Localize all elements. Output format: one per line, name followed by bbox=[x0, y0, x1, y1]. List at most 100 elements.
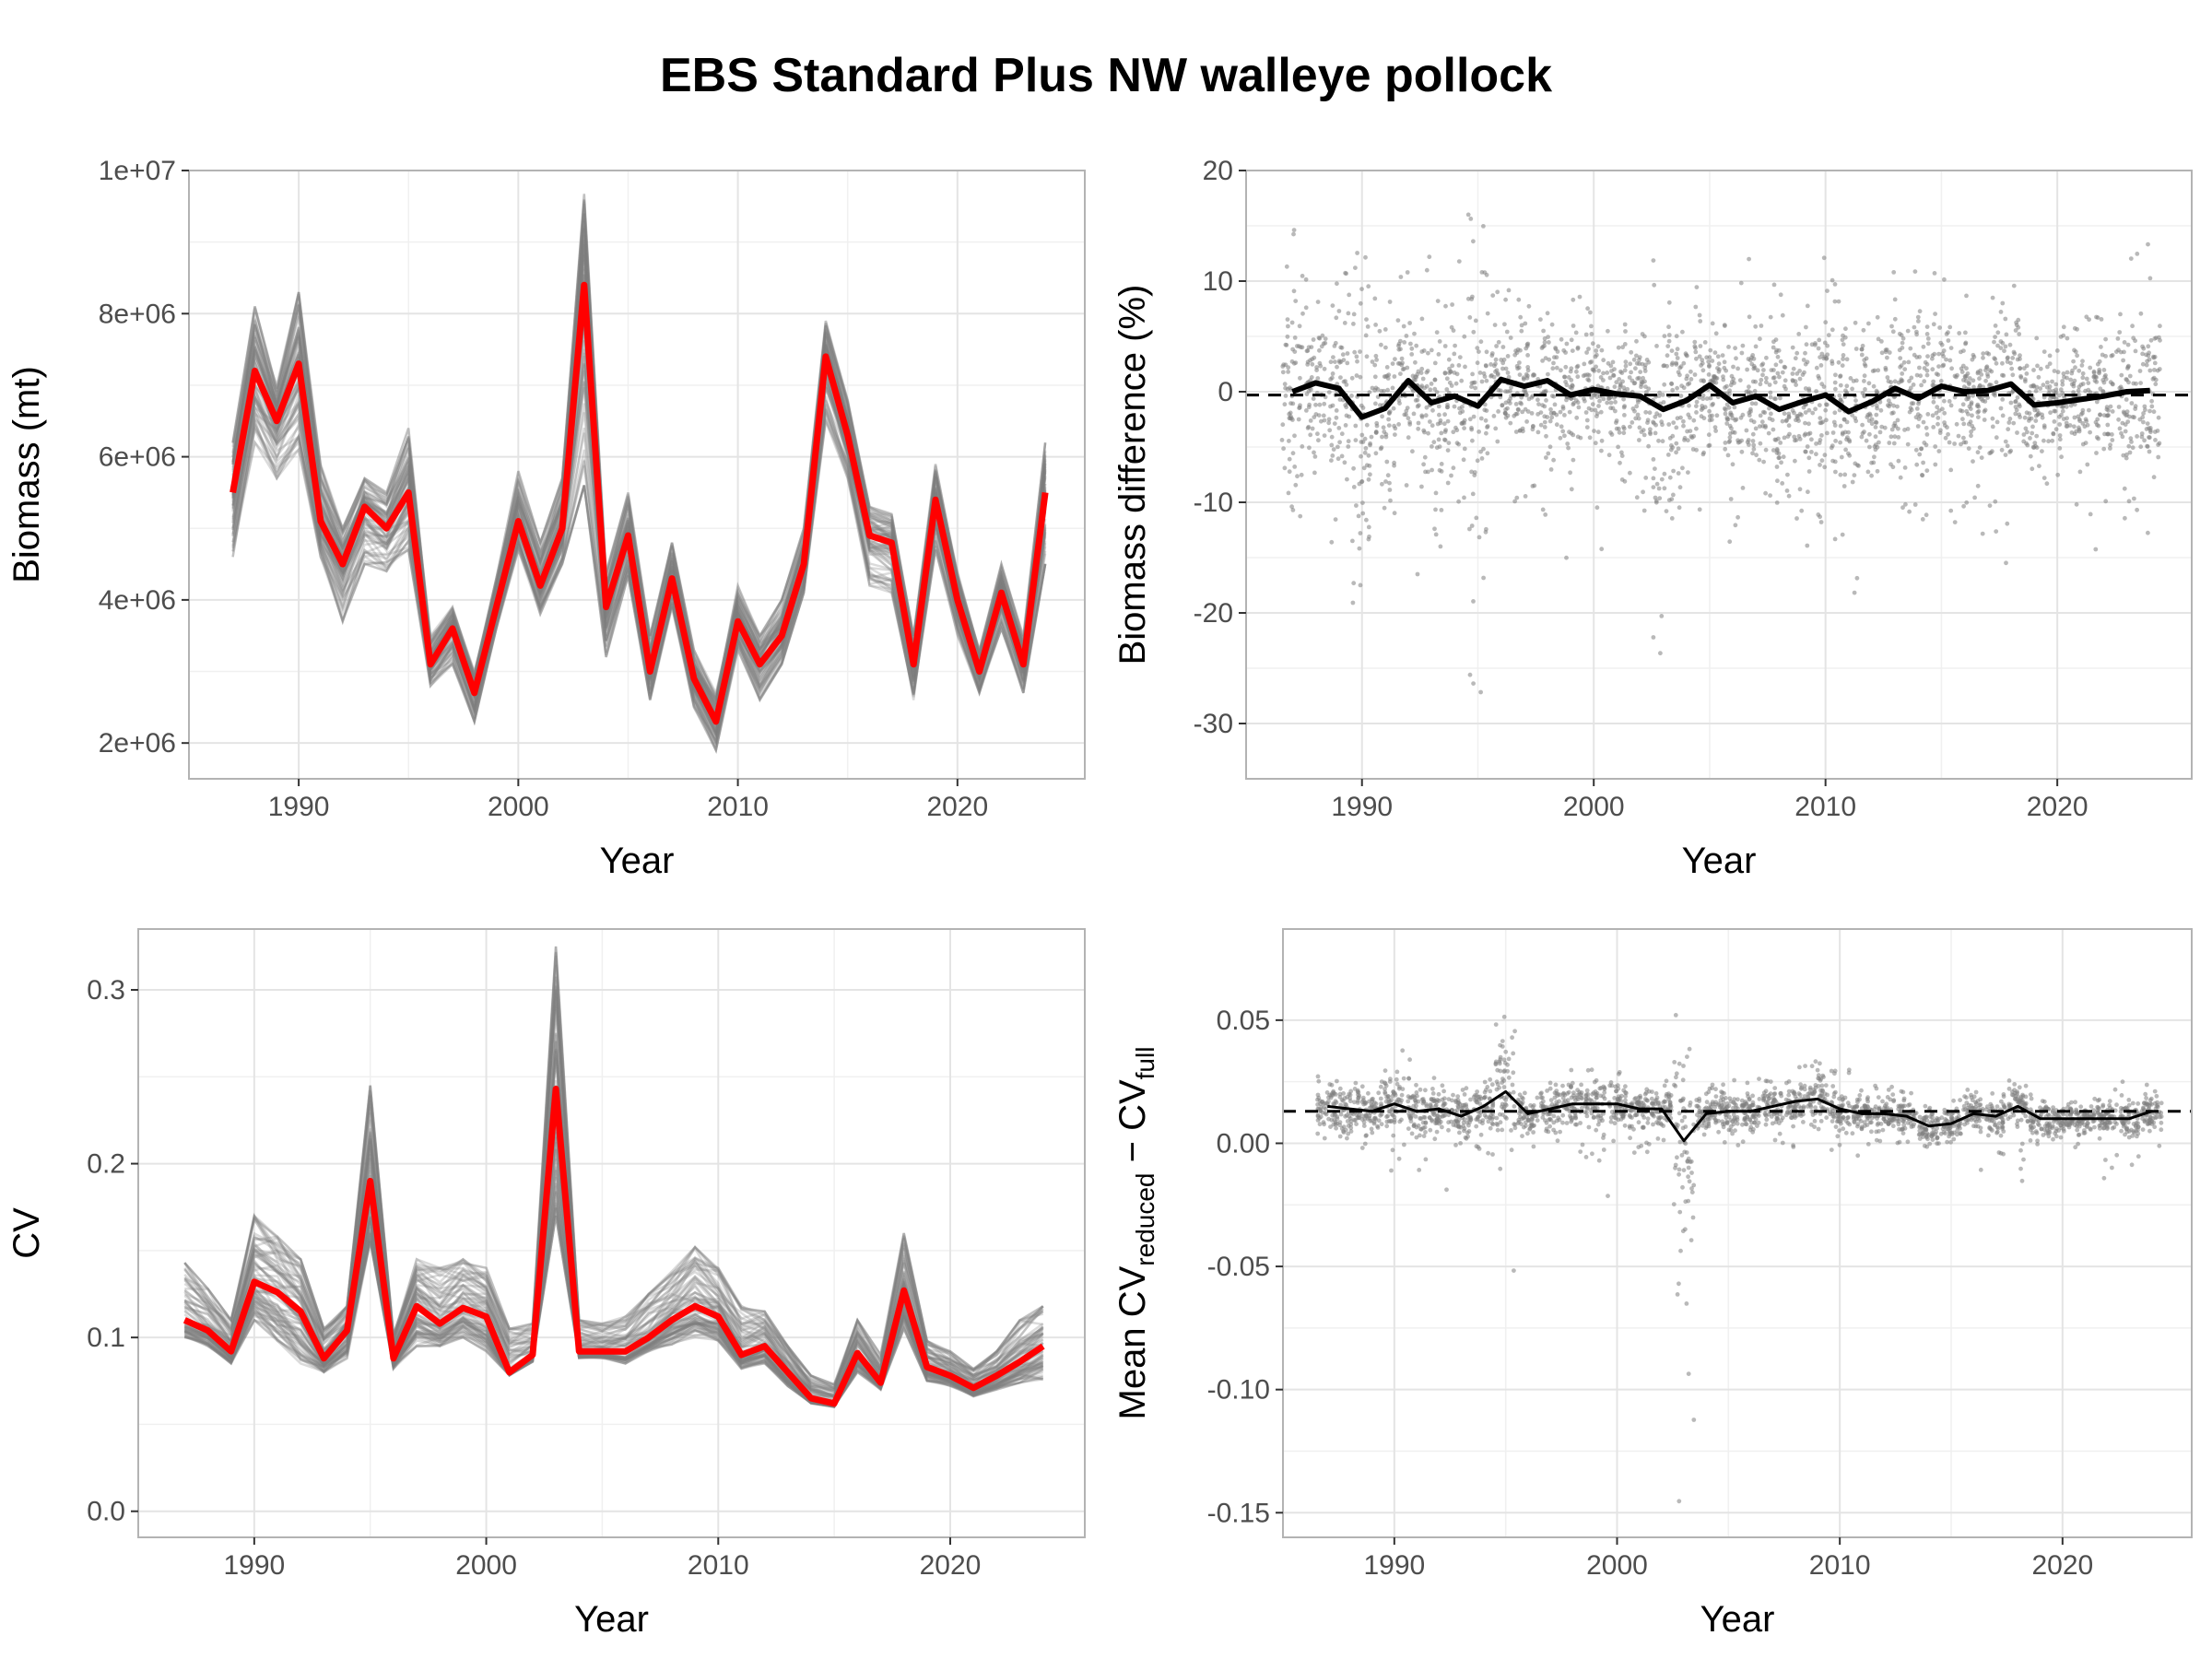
data-point bbox=[2146, 241, 2150, 247]
ensemble-run bbox=[183, 976, 1044, 1392]
data-point bbox=[1470, 371, 1475, 377]
data-point bbox=[1329, 539, 1335, 545]
data-point bbox=[1837, 393, 1842, 398]
data-point bbox=[1644, 1087, 1650, 1092]
data-point bbox=[1681, 1168, 1687, 1172]
data-point bbox=[1706, 359, 1712, 364]
data-point bbox=[2080, 441, 2086, 447]
data-point bbox=[1357, 546, 1362, 551]
data-point bbox=[1361, 465, 1367, 471]
data-point bbox=[2140, 344, 2146, 349]
data-point bbox=[1721, 377, 1726, 382]
data-point bbox=[1843, 447, 1848, 453]
data-point bbox=[1930, 356, 1935, 361]
data-point bbox=[2138, 311, 2144, 316]
data-point bbox=[1540, 507, 1546, 512]
ensemble-run bbox=[183, 1202, 1044, 1407]
data-point bbox=[1635, 412, 1641, 418]
data-point bbox=[1389, 1118, 1394, 1124]
data-point bbox=[1524, 346, 1529, 351]
data-point bbox=[1366, 1090, 1371, 1096]
data-point bbox=[1758, 382, 1763, 387]
data-point bbox=[1414, 1124, 1419, 1130]
data-point bbox=[2005, 443, 2010, 449]
data-point bbox=[1437, 412, 1441, 418]
data-point bbox=[1699, 363, 1703, 368]
data-point bbox=[1490, 1122, 1496, 1127]
data-point bbox=[1614, 426, 1619, 431]
data-point bbox=[1748, 409, 1753, 414]
data-point bbox=[1798, 1082, 1803, 1088]
data-point bbox=[1539, 1090, 1544, 1096]
data-point bbox=[1770, 418, 1775, 423]
data-point bbox=[1535, 1113, 1539, 1119]
data-point bbox=[1877, 399, 1883, 405]
data-point bbox=[1963, 341, 1968, 347]
data-point bbox=[1558, 409, 1563, 415]
data-point bbox=[1618, 460, 1622, 465]
data-point bbox=[1931, 425, 1936, 429]
data-point bbox=[1763, 490, 1768, 496]
data-point bbox=[1463, 364, 1467, 370]
data-point bbox=[1456, 441, 1461, 447]
data-point bbox=[1670, 387, 1676, 393]
data-point bbox=[1293, 482, 1299, 488]
data-point bbox=[1329, 442, 1335, 448]
data-point bbox=[1757, 1097, 1762, 1101]
data-point bbox=[1353, 265, 1358, 270]
data-point bbox=[1465, 1120, 1470, 1125]
data-point bbox=[1669, 516, 1675, 521]
data-point bbox=[1909, 375, 1914, 381]
data-point bbox=[1500, 1127, 1505, 1133]
data-point bbox=[1669, 348, 1675, 353]
data-point bbox=[1411, 411, 1417, 417]
data-point bbox=[1629, 370, 1633, 375]
data-point bbox=[1612, 1121, 1618, 1126]
data-point bbox=[1863, 1105, 1868, 1110]
ensemble-run bbox=[183, 1190, 1044, 1407]
data-point bbox=[1752, 388, 1758, 394]
data-point bbox=[1509, 385, 1513, 390]
data-point bbox=[1745, 367, 1749, 372]
ensemble-run bbox=[231, 220, 1047, 709]
data-point bbox=[1761, 459, 1766, 465]
data-point bbox=[1975, 483, 1981, 488]
data-point bbox=[1618, 382, 1623, 386]
data-point bbox=[1467, 526, 1472, 532]
data-point bbox=[2027, 411, 2032, 416]
data-point bbox=[1374, 423, 1380, 429]
data-point bbox=[1439, 469, 1444, 474]
data-point bbox=[1912, 324, 1917, 330]
ensemble-run bbox=[231, 409, 1047, 749]
data-point bbox=[1694, 447, 1699, 453]
data-point bbox=[1786, 415, 1792, 420]
data-point bbox=[1535, 1118, 1540, 1123]
data-point bbox=[1429, 382, 1434, 386]
data-point bbox=[1731, 1112, 1736, 1117]
data-point bbox=[1874, 1086, 1879, 1091]
data-point bbox=[1485, 1085, 1490, 1089]
data-point bbox=[1677, 1111, 1682, 1116]
data-point bbox=[1496, 387, 1501, 393]
data-point bbox=[1930, 353, 1936, 359]
data-point bbox=[1387, 480, 1392, 486]
data-point bbox=[1702, 340, 1708, 345]
data-point bbox=[1729, 373, 1735, 379]
data-point bbox=[1818, 363, 1824, 368]
data-point bbox=[1917, 1128, 1923, 1134]
data-point bbox=[1967, 380, 1971, 385]
data-point bbox=[1875, 1116, 1879, 1121]
data-point bbox=[1490, 293, 1496, 298]
data-point bbox=[1568, 1115, 1573, 1121]
ensemble-run bbox=[231, 411, 1047, 754]
data-point bbox=[1633, 366, 1638, 371]
data-point bbox=[1809, 1064, 1815, 1069]
data-point bbox=[1711, 401, 1715, 406]
data-point bbox=[1319, 344, 1324, 349]
data-point bbox=[1323, 340, 1328, 346]
data-point bbox=[1444, 387, 1450, 392]
data-point bbox=[2017, 402, 2022, 407]
data-point bbox=[1651, 1122, 1655, 1127]
data-point bbox=[1330, 371, 1335, 376]
data-point bbox=[1423, 413, 1429, 418]
